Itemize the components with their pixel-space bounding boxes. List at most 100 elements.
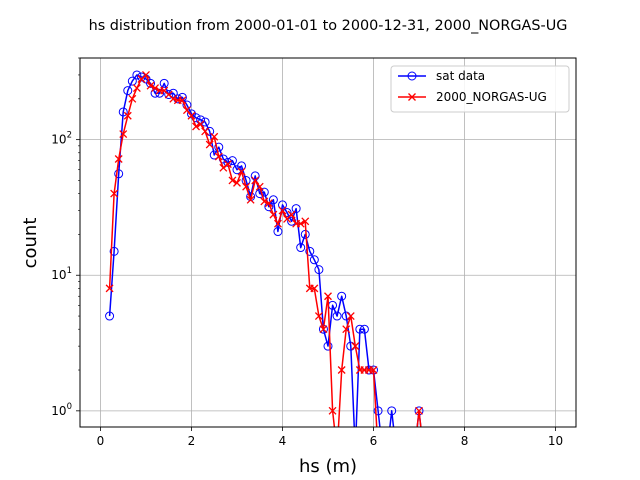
chart-title: hs distribution from 2000-01-01 to 2000-… [89, 18, 568, 34]
x-marker-stroke [278, 206, 287, 215]
x-marker-stroke [205, 140, 214, 149]
x-marker-stroke [105, 284, 114, 293]
x-marker-stroke [269, 210, 278, 219]
x-marker-stroke [324, 292, 332, 301]
data-point [214, 142, 224, 152]
legend: sat data 2000_NORGAS-UG [390, 65, 570, 113]
data-point [223, 160, 232, 169]
x-marker-stroke [310, 284, 319, 293]
legend-label: sat data [436, 69, 485, 83]
data-point [196, 120, 205, 129]
legend-marker [407, 71, 417, 81]
tick-layer: 0 2 4 6 8 10 100 101 102 [51, 57, 563, 448]
x-marker-stroke [237, 167, 246, 176]
data-point [109, 246, 119, 256]
data-point [123, 111, 132, 120]
x-marker-stroke [128, 94, 137, 103]
data-point [337, 366, 346, 374]
data-point [342, 325, 351, 334]
data-point [214, 152, 223, 161]
data-point [205, 140, 214, 149]
x-marker-stroke [223, 160, 232, 169]
data-point [287, 210, 296, 219]
legend-label: 2000_NORGAS-UG [436, 90, 547, 104]
data-point [155, 88, 165, 98]
data-point [127, 76, 137, 86]
data-point [123, 86, 133, 96]
data-point [309, 255, 319, 265]
data-point [169, 94, 178, 103]
series-model [105, 70, 423, 427]
x-marker-stroke [169, 94, 178, 103]
x-marker-stroke [233, 178, 241, 187]
data-point [269, 210, 278, 219]
x-tick-label: 6 [370, 434, 378, 448]
data-point [164, 90, 174, 100]
data-point [296, 219, 305, 228]
x-marker-stroke [351, 342, 360, 351]
data-point [314, 265, 324, 275]
x-marker-stroke [182, 106, 191, 115]
x-marker-stroke [192, 122, 200, 131]
y-tick-label: 101 [51, 266, 72, 282]
x-marker-stroke [228, 176, 237, 185]
data-point [132, 84, 141, 93]
x-marker-stroke [196, 120, 205, 129]
data-point [150, 88, 160, 98]
x-axis-label: hs (m) [299, 456, 357, 477]
y-tick-label: 102 [51, 131, 72, 147]
data-point [291, 204, 301, 214]
data-point [187, 111, 196, 120]
data-point [310, 284, 319, 293]
x-marker-stroke [319, 325, 328, 334]
data-point [237, 167, 246, 176]
data-point [259, 187, 269, 197]
legend-items: sat data 2000_NORGAS-UG [398, 69, 547, 104]
data-point [296, 243, 306, 253]
x-tick-label: 8 [461, 434, 469, 448]
x-marker-stroke [287, 210, 296, 219]
x-marker-stroke [242, 182, 251, 191]
data-point [105, 284, 114, 293]
x-marker-stroke [123, 111, 132, 120]
plot-area [79, 57, 577, 428]
x-marker-stroke [160, 86, 169, 95]
data-point [260, 197, 269, 206]
data-point [355, 324, 365, 334]
x-marker-stroke [415, 406, 423, 415]
data-point [359, 324, 369, 334]
x-marker-stroke [296, 219, 305, 228]
x-tick-label: 4 [279, 434, 287, 448]
axes-background [80, 58, 576, 427]
data-point [136, 72, 146, 82]
data-point [192, 122, 200, 131]
x-marker-stroke [210, 132, 219, 141]
x-marker-stroke [246, 195, 255, 204]
data-point [319, 325, 328, 334]
data-point [201, 127, 210, 136]
data-point [369, 366, 378, 374]
data-point [373, 406, 383, 416]
data-point [146, 78, 156, 88]
x-marker-stroke [214, 152, 223, 161]
x-marker-stroke [151, 84, 160, 93]
data-point [246, 195, 255, 204]
data-point [323, 341, 333, 351]
x-marker-stroke [164, 90, 173, 99]
x-marker-stroke [187, 111, 196, 120]
data-point [277, 200, 287, 210]
data-point [105, 311, 115, 321]
data-point [237, 161, 247, 171]
x-tick-label: 2 [188, 434, 196, 448]
data-point [200, 117, 210, 127]
legend-box [390, 65, 570, 113]
x-marker-stroke [201, 127, 210, 136]
data-point [159, 78, 169, 88]
data-point [332, 311, 342, 321]
data-point [119, 130, 128, 138]
y-tick-label: 100 [51, 402, 72, 418]
x-marker-stroke [142, 70, 150, 79]
data-point [178, 96, 187, 105]
x-marker-stroke [346, 312, 355, 321]
